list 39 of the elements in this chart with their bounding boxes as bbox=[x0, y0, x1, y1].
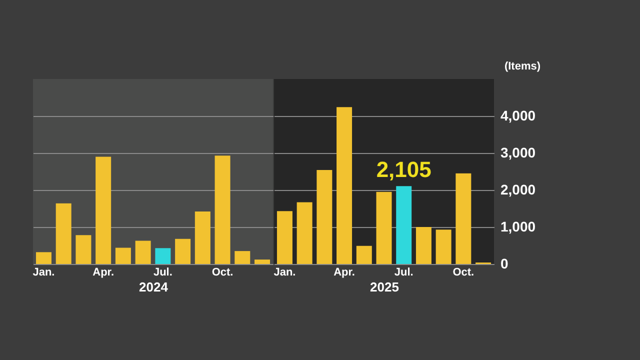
x-tick-label: Jul. bbox=[394, 266, 414, 278]
bar bbox=[396, 186, 412, 264]
y-tick-label: 3,000 bbox=[500, 144, 536, 160]
bar bbox=[234, 251, 250, 264]
y-tick-label: 2,000 bbox=[500, 182, 536, 198]
bar bbox=[296, 202, 312, 264]
x-tick-label: Oct. bbox=[452, 266, 474, 278]
x-tick-label: Jan. bbox=[32, 266, 55, 278]
y-tick-label: 4,000 bbox=[500, 108, 536, 124]
bar bbox=[276, 211, 292, 264]
x-tick-label: Apr. bbox=[334, 266, 355, 278]
bar bbox=[135, 240, 151, 264]
bar bbox=[376, 192, 392, 264]
bar bbox=[36, 252, 52, 264]
x-tick-label: Apr. bbox=[92, 266, 114, 278]
y-axis-title: (Items) bbox=[504, 60, 541, 72]
bar bbox=[356, 246, 372, 264]
bar bbox=[194, 211, 210, 264]
x-tick-label: Jul. bbox=[153, 266, 172, 278]
bar bbox=[254, 260, 270, 264]
data-label: 2,105 bbox=[376, 157, 432, 182]
x-tick-label: Oct. bbox=[212, 266, 234, 278]
bar bbox=[416, 227, 432, 264]
bar bbox=[76, 235, 92, 264]
y-tick-label: 1,000 bbox=[500, 218, 536, 234]
x-axis-title: 2025 bbox=[370, 280, 399, 294]
bar bbox=[96, 156, 112, 264]
bar bbox=[214, 156, 230, 264]
bar bbox=[56, 203, 72, 264]
bar bbox=[336, 107, 352, 264]
bar bbox=[155, 248, 171, 264]
x-tick-label: Jan. bbox=[274, 266, 296, 278]
bar bbox=[115, 248, 131, 264]
y-tick-label: 0 bbox=[500, 256, 508, 272]
x-axis-title: 2024 bbox=[139, 280, 169, 294]
bar bbox=[456, 173, 472, 264]
bar bbox=[175, 238, 191, 264]
bar bbox=[316, 170, 332, 264]
bar bbox=[436, 230, 452, 264]
